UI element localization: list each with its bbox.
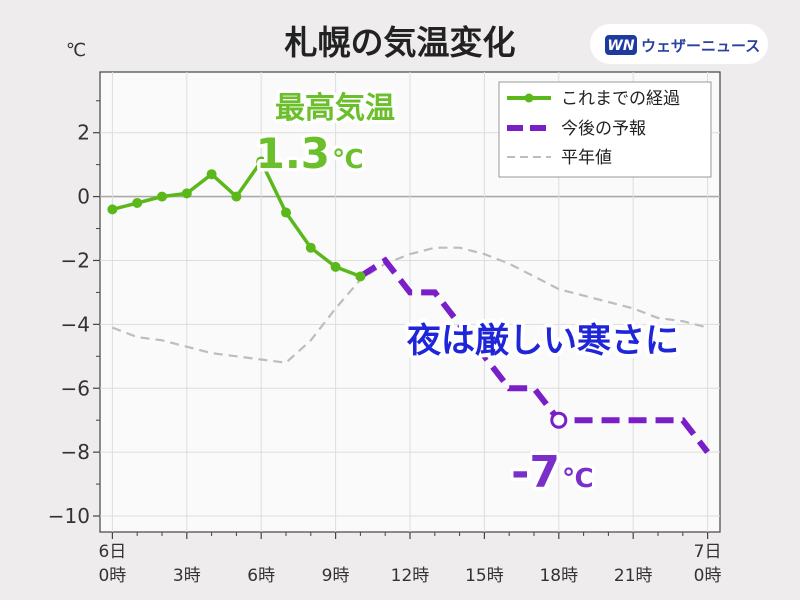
max-temp-label: 最高気温 xyxy=(275,91,395,126)
chart-title: 札幌の気温変化 xyxy=(285,23,516,62)
observed-point xyxy=(355,271,366,282)
y-axis: 2 0 −2 −4 −6 −8 −10 xyxy=(48,100,100,528)
x-tick-label: 12時 xyxy=(391,566,430,586)
y-tick-label: 2 xyxy=(77,121,90,145)
legend-label-forecast: 今後の予報 xyxy=(561,119,646,139)
brand-logo-text: WN xyxy=(607,38,634,54)
legend-item-forecast: 今後の予報 xyxy=(507,119,646,139)
legend: これまでの経過 今後の予報 平年値 xyxy=(498,81,712,178)
y-tick-label: −2 xyxy=(61,248,90,272)
x-tick-label: 0時 xyxy=(98,566,126,586)
series-normal-line xyxy=(112,246,708,364)
x-axis: 6日 0時 3時 6時 9時 12時 15時 18時 21時 7日 0時 xyxy=(98,532,722,586)
x-tick-label: 9時 xyxy=(322,566,350,586)
x-tick-label: 6日 xyxy=(98,542,126,562)
y-tick-label: 0 xyxy=(77,185,90,209)
observed-point xyxy=(132,197,143,208)
observed-point xyxy=(256,156,267,167)
x-tick-label: 7日 xyxy=(694,542,722,562)
legend-item-observed: これまでの経過 xyxy=(507,89,680,109)
legend-item-normal: 平年値 xyxy=(507,148,612,168)
x-tick-label: 0時 xyxy=(694,566,722,586)
x-tick-label: 15時 xyxy=(465,566,504,586)
x-tick-label: 3時 xyxy=(173,566,201,586)
observed-point xyxy=(181,188,192,199)
observed-point xyxy=(107,204,118,215)
y-axis-unit: ℃ xyxy=(66,40,86,61)
series-layer xyxy=(107,156,710,454)
max-temp-number: 1.3 xyxy=(256,129,330,178)
weathernews-logo-icon: WN xyxy=(605,35,637,55)
x-tick-label: 6時 xyxy=(247,566,275,586)
y-tick-label: −6 xyxy=(61,376,90,400)
min-temp-value: -7 ℃ xyxy=(508,444,597,502)
x-tick-label: 18時 xyxy=(539,566,578,586)
observed-point xyxy=(231,191,242,202)
min-temp-unit: ℃ xyxy=(562,464,593,494)
observed-point xyxy=(281,207,291,218)
observed-point xyxy=(305,242,316,253)
x-tick-label: 21時 xyxy=(614,566,653,586)
min-temp-number: -7 xyxy=(511,447,560,498)
max-temp-unit: ℃ xyxy=(332,145,363,175)
observed-point xyxy=(330,261,341,272)
brand-name: ウェザーニュース xyxy=(641,37,760,55)
night-cold-text: 夜は厳しい寒さに xyxy=(406,321,679,361)
observed-point xyxy=(157,191,167,202)
legend-label-normal: 平年値 xyxy=(561,148,612,168)
max-temp-value: 1.3 ℃ xyxy=(252,126,367,182)
min-temp-marker xyxy=(550,411,568,429)
brand-badge: WN ウェザーニュース xyxy=(590,24,768,64)
y-tick-label: −4 xyxy=(61,312,90,336)
y-tick-label: −8 xyxy=(61,440,90,464)
legend-label-observed: これまでの経過 xyxy=(561,89,680,109)
observed-point xyxy=(206,169,217,180)
y-tick-label: −10 xyxy=(48,504,90,528)
